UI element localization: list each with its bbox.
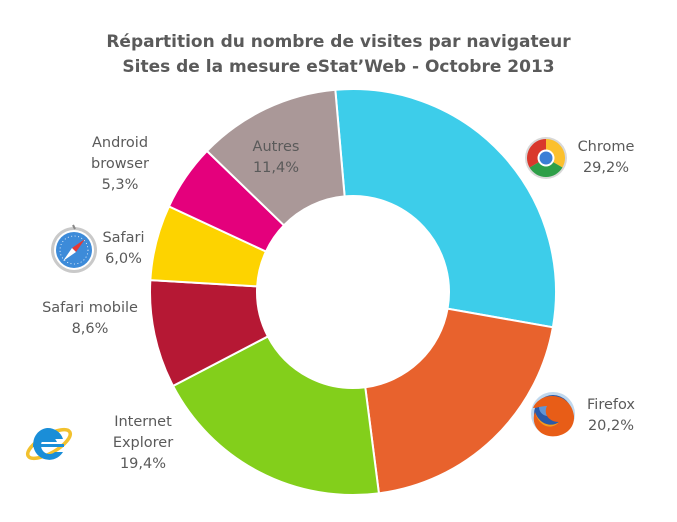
label-safari-mobile-value: 8,6% [71,321,109,337]
safari-icon [51,224,97,273]
label-android-name-1: Android [91,135,149,151]
label-ie-name-2: Explorer [112,435,174,451]
label-safari-mobile-name: Safari mobile [42,300,138,316]
label-android-browser: Android browser 5,3% [82,133,158,196]
chart-subtitle: Sites de la mesure eStat’Web - Octobre 2… [122,57,555,77]
firefox-icon [531,392,575,437]
chart-title: Répartition du nombre de visites par nav… [106,32,571,52]
label-chrome: Chrome 29,2% [571,137,641,179]
label-internet-explorer: Internet Explorer 19,4% [103,412,183,475]
chrome-icon [525,137,567,179]
slice-chrome [334,88,557,329]
label-ie-value: 19,4% [119,456,167,472]
label-ie-name-1: Internet [114,414,172,430]
slice-autres [205,88,346,227]
donut-slices [149,88,557,496]
label-firefox: Firefox 20,2% [576,395,646,437]
label-safari-name: Safari [102,230,145,246]
slice-firefox [364,307,555,495]
label-autres-value: 11,4% [252,160,300,176]
label-safari: Safari 6,0% [96,228,151,270]
label-firefox-value: 20,2% [587,418,635,434]
label-android-value: 5,3% [101,177,139,193]
label-autres-name: Autres [252,139,300,155]
internet-explorer-icon [25,427,73,461]
label-android-name-2: browser [90,156,149,172]
label-autres: Autres 11,4% [240,137,312,179]
label-safari-mobile: Safari mobile 8,6% [30,298,150,340]
label-firefox-name: Firefox [587,397,635,413]
label-chrome-value: 29,2% [582,160,630,176]
label-chrome-name: Chrome [577,139,635,155]
slice-internet-explorer [171,335,381,496]
label-safari-value: 6,0% [105,251,142,267]
